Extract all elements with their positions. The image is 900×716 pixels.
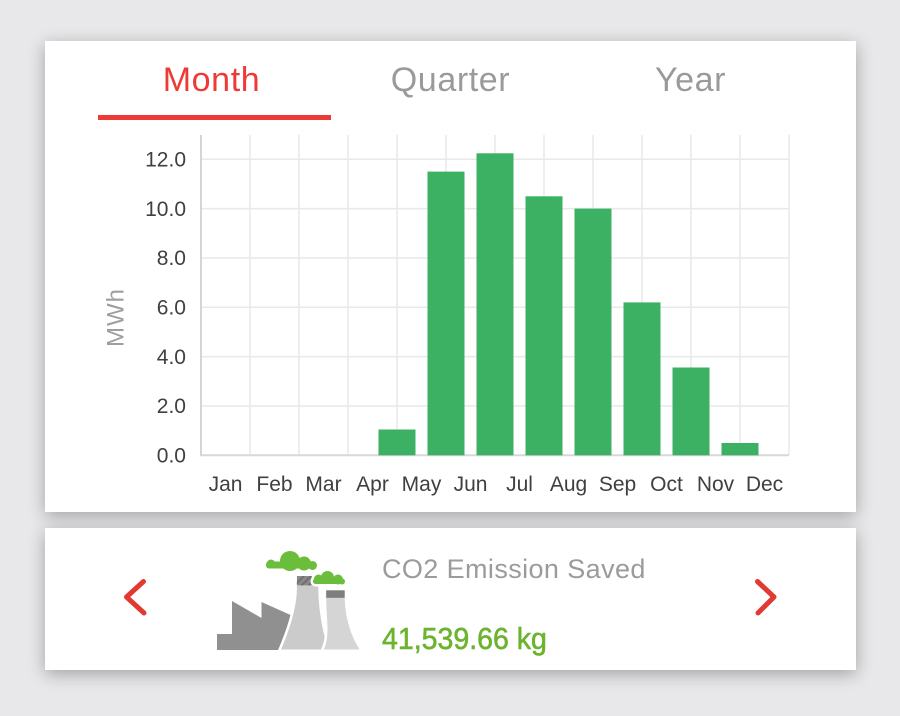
svg-text:6.0: 6.0 (157, 297, 186, 320)
svg-text:Sep: Sep (599, 473, 636, 496)
svg-text:2.0: 2.0 (157, 395, 186, 418)
svg-text:Oct: Oct (650, 473, 683, 496)
svg-text:4.0: 4.0 (157, 346, 186, 369)
svg-text:MWh: MWh (103, 288, 130, 347)
svg-text:Dec: Dec (746, 473, 783, 496)
svg-text:Jun: Jun (454, 473, 488, 496)
svg-text:Feb: Feb (256, 473, 292, 496)
svg-text:0.0: 0.0 (157, 445, 186, 468)
svg-text:Jan: Jan (209, 473, 243, 496)
svg-text:10.0: 10.0 (145, 198, 186, 221)
svg-text:Apr: Apr (356, 473, 389, 496)
svg-text:Mar: Mar (305, 473, 341, 496)
svg-text:Nov: Nov (697, 473, 735, 496)
svg-text:8.0: 8.0 (157, 247, 186, 270)
svg-text:Jul: Jul (506, 473, 533, 496)
svg-text:May: May (402, 473, 442, 496)
svg-text:Aug: Aug (550, 473, 587, 496)
svg-text:12.0: 12.0 (145, 149, 186, 172)
